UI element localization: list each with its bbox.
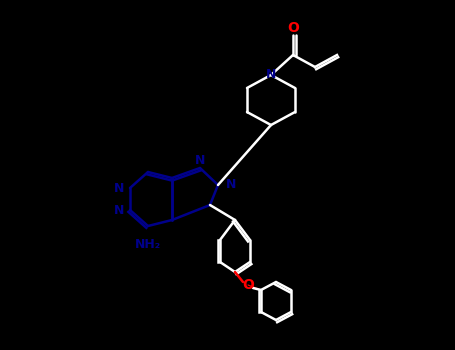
Text: N: N xyxy=(266,68,276,80)
Text: NH₂: NH₂ xyxy=(135,238,161,251)
Text: O: O xyxy=(242,278,254,292)
Text: N: N xyxy=(114,203,124,217)
Text: O: O xyxy=(287,21,299,35)
Text: N: N xyxy=(195,154,205,167)
Text: N: N xyxy=(114,182,124,195)
Text: N: N xyxy=(226,178,237,191)
